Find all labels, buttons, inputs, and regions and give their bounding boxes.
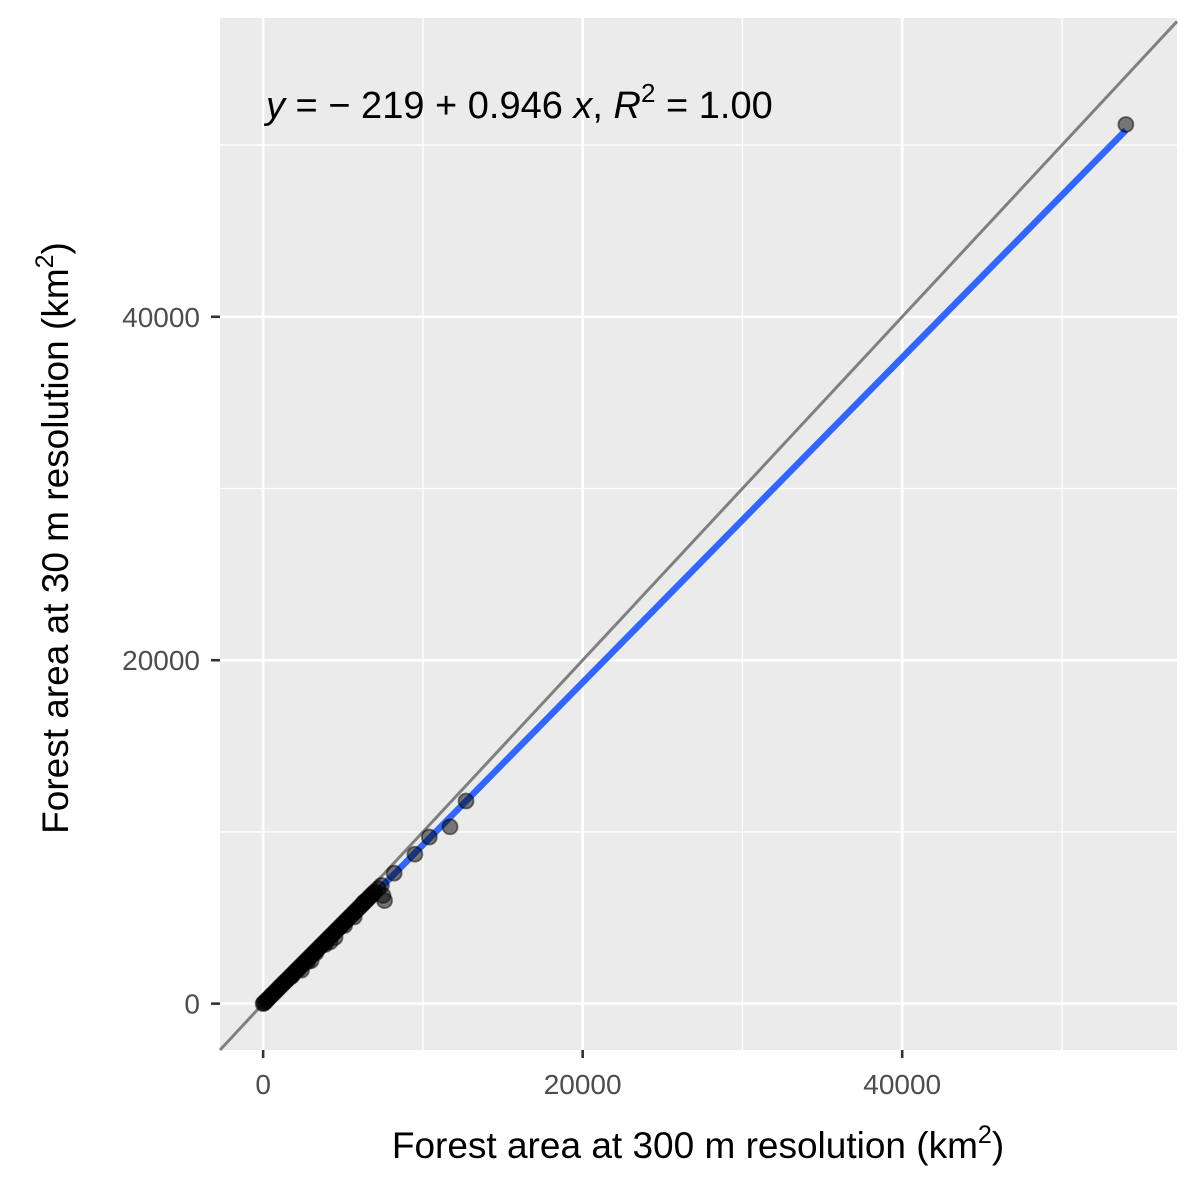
data-point [420, 828, 438, 846]
y-tick-label: 40000 [122, 302, 200, 333]
x-tick-label: 40000 [863, 1069, 941, 1100]
x-tick-label: 20000 [544, 1069, 622, 1100]
data-point [345, 908, 363, 926]
data-point [1117, 116, 1135, 133]
x-tick-label: 0 [255, 1069, 271, 1100]
data-point [457, 792, 475, 810]
fit-line-group [260, 127, 1129, 1010]
gridlines [220, 18, 1177, 1050]
data-point [406, 845, 424, 863]
x-axis: 0 20000 40000 [255, 1050, 941, 1100]
data-point [385, 864, 403, 882]
data-point [302, 952, 320, 970]
y-tick-label: 0 [184, 989, 200, 1020]
y-axis-title: Forest area at 30 m resolution (km2) [31, 242, 76, 834]
x-axis-title: Forest area at 300 m resolution (km2) [392, 1121, 1004, 1166]
y-axis: 0 20000 40000 [122, 302, 220, 1020]
data-point [374, 887, 392, 904]
points-group [254, 116, 1135, 1013]
y-tick-label: 20000 [122, 645, 200, 676]
data-point [441, 818, 459, 836]
fit-line [260, 127, 1129, 1010]
data-point [321, 933, 339, 951]
data-point [355, 893, 373, 911]
regression-annotation: y = − 219 + 0.946 x, R2 = 1.00 [263, 78, 773, 127]
data-point [289, 960, 307, 978]
